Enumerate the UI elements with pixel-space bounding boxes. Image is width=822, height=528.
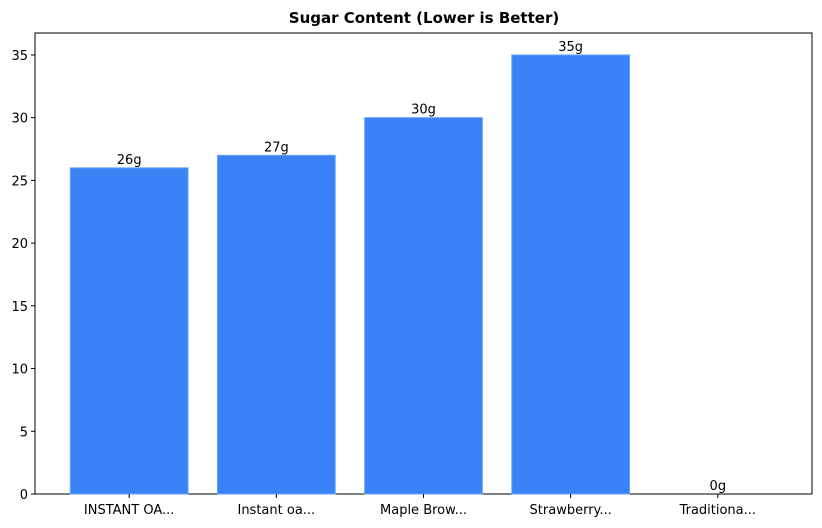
x-tick-label: Traditiona... bbox=[679, 503, 756, 518]
value-label: 30g bbox=[411, 103, 436, 118]
y-tick-label: 10 bbox=[11, 363, 28, 378]
bar bbox=[511, 54, 631, 495]
value-label: 27g bbox=[264, 140, 289, 155]
value-label: 0g bbox=[710, 479, 727, 494]
x-tick-label: Instant oa... bbox=[237, 503, 315, 518]
y-tick-label: 35 bbox=[11, 49, 28, 64]
bar bbox=[216, 154, 336, 495]
bar bbox=[69, 167, 189, 495]
value-label: 35g bbox=[558, 40, 583, 55]
y-tick-label: 30 bbox=[11, 112, 28, 127]
x-tick-label: INSTANT OA... bbox=[84, 503, 175, 518]
y-tick-label: 5 bbox=[20, 425, 28, 440]
y-tick-label: 0 bbox=[20, 488, 28, 503]
y-tick-label: 15 bbox=[11, 300, 28, 315]
value-label: 26g bbox=[117, 153, 142, 168]
y-tick-label: 20 bbox=[11, 237, 28, 252]
bar bbox=[364, 117, 483, 495]
chart-title: Sugar Content (Lower is Better) bbox=[289, 9, 559, 27]
x-tick-label: Strawberry... bbox=[530, 503, 612, 518]
x-tick-label: Maple Brow... bbox=[380, 503, 467, 518]
y-tick-label: 25 bbox=[11, 174, 28, 189]
